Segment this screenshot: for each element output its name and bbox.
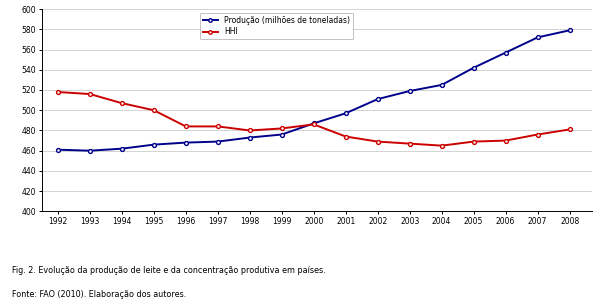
HHI xyxy=(438,144,446,147)
HHI xyxy=(118,101,126,105)
Produção (milhões de toneladas) xyxy=(406,89,413,93)
Produção (milhões de toneladas) xyxy=(86,149,93,153)
Produção (milhões de toneladas) xyxy=(278,133,285,136)
Produção (milhões de toneladas) xyxy=(54,148,62,152)
HHI xyxy=(534,133,541,136)
Produção (milhões de toneladas) xyxy=(342,111,349,115)
Produção (milhões de toneladas) xyxy=(534,36,541,39)
HHI xyxy=(406,142,413,146)
HHI xyxy=(86,92,93,96)
HHI xyxy=(310,123,318,126)
Produção (milhões de toneladas) xyxy=(374,97,382,101)
HHI xyxy=(214,125,221,128)
HHI xyxy=(54,90,62,94)
Line: HHI: HHI xyxy=(56,90,572,148)
Produção (milhões de toneladas) xyxy=(118,147,126,150)
HHI xyxy=(566,128,573,131)
HHI xyxy=(502,139,509,143)
Text: Fig. 2. Evolução da produção de leite e da concentração produtiva em países.: Fig. 2. Evolução da produção de leite e … xyxy=(12,266,325,275)
Produção (milhões de toneladas) xyxy=(502,51,509,54)
Produção (milhões de toneladas) xyxy=(150,143,157,146)
Produção (milhões de toneladas) xyxy=(470,66,477,69)
Produção (milhões de toneladas) xyxy=(438,83,446,87)
Text: Fonte: FAO (2010). Elaboração dos autores.: Fonte: FAO (2010). Elaboração dos autore… xyxy=(12,290,186,299)
Legend: Produção (milhões de toneladas), HHI: Produção (milhões de toneladas), HHI xyxy=(200,13,353,39)
HHI xyxy=(470,140,477,143)
HHI xyxy=(342,135,349,138)
Produção (milhões de toneladas) xyxy=(566,28,573,32)
Produção (milhões de toneladas) xyxy=(182,141,190,144)
Line: Produção (milhões de toneladas): Produção (milhões de toneladas) xyxy=(56,28,572,153)
Produção (milhões de toneladas) xyxy=(246,136,254,139)
HHI xyxy=(278,127,285,130)
HHI xyxy=(182,125,190,128)
Produção (milhões de toneladas) xyxy=(310,122,318,125)
HHI xyxy=(150,108,157,112)
Produção (milhões de toneladas) xyxy=(214,140,221,143)
HHI xyxy=(374,140,382,143)
HHI xyxy=(246,129,254,132)
